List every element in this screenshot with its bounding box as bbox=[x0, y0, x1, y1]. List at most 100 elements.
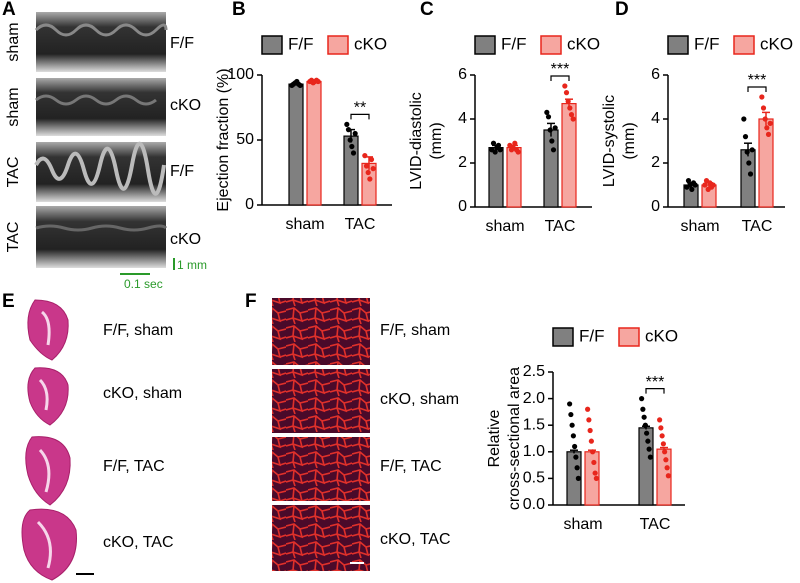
data-point bbox=[367, 176, 373, 182]
bar bbox=[758, 118, 774, 208]
data-point bbox=[746, 160, 752, 166]
bar bbox=[488, 147, 504, 208]
histology-label: F/F, sham bbox=[103, 322, 173, 339]
echo-row-label: sham bbox=[5, 22, 22, 61]
x-tick-label: sham bbox=[563, 516, 602, 533]
staining-label: cKO, TAC bbox=[380, 531, 451, 548]
x-tick-label: TAC bbox=[345, 216, 376, 233]
staining-images bbox=[272, 298, 370, 571]
y-tick-label: 4 bbox=[458, 110, 467, 127]
legend-swatch bbox=[667, 35, 689, 55]
data-point bbox=[368, 156, 375, 163]
data-point bbox=[562, 83, 568, 89]
legend-label: F/F bbox=[288, 34, 314, 53]
y-tick-label: 100 bbox=[227, 66, 254, 83]
data-point bbox=[658, 425, 664, 431]
echo-genotype-label: cKO bbox=[170, 231, 201, 248]
y-tick-label: 0 bbox=[245, 196, 254, 213]
echo-row-label: sham bbox=[5, 87, 22, 126]
data-point bbox=[744, 149, 750, 155]
legend-swatch bbox=[327, 35, 349, 55]
y-tick-label: 6 bbox=[458, 66, 467, 83]
data-point bbox=[573, 454, 579, 460]
y-tick-label: 2.0 bbox=[523, 390, 545, 407]
y-axis-label: LVID-diastolic bbox=[408, 92, 425, 190]
data-point bbox=[297, 82, 303, 88]
panel-label: B bbox=[232, 0, 246, 20]
data-point bbox=[544, 109, 550, 115]
data-point bbox=[593, 475, 599, 481]
histology-label: cKO, TAC bbox=[103, 534, 174, 551]
data-point bbox=[659, 433, 665, 439]
x-tick-label: sham bbox=[680, 218, 719, 235]
y-tick-label: 50 bbox=[236, 131, 254, 148]
data-point bbox=[642, 422, 648, 428]
data-point bbox=[639, 396, 645, 402]
data-point bbox=[665, 473, 671, 479]
data-point bbox=[585, 406, 591, 412]
data-point bbox=[495, 142, 502, 148]
data-point bbox=[352, 130, 358, 137]
data-point bbox=[515, 149, 521, 155]
legend-swatch bbox=[733, 35, 755, 55]
y-tick-label: 2 bbox=[458, 154, 467, 171]
data-point bbox=[590, 449, 596, 455]
data-point bbox=[349, 143, 355, 150]
data-point bbox=[767, 120, 773, 126]
data-point bbox=[765, 131, 772, 137]
data-point bbox=[685, 178, 692, 184]
significance-bracket bbox=[550, 75, 570, 81]
significance-label: ** bbox=[354, 100, 366, 117]
data-point bbox=[350, 150, 357, 156]
legend-swatch bbox=[474, 35, 496, 55]
legend-label: cKO bbox=[760, 34, 793, 53]
y-tick-label: 2.5 bbox=[523, 363, 545, 380]
data-point bbox=[347, 137, 353, 143]
scale-label: 0.1 sec bbox=[124, 277, 163, 291]
data-point bbox=[572, 443, 578, 450]
data-point bbox=[664, 465, 670, 471]
data-point bbox=[592, 470, 598, 476]
legend-label: F/F bbox=[579, 326, 605, 345]
y-tick-label: 1.0 bbox=[523, 443, 545, 460]
y-axis-label: (mm) bbox=[428, 122, 445, 159]
y-tick-label: 0 bbox=[458, 198, 467, 215]
data-point bbox=[702, 182, 708, 188]
data-point bbox=[646, 446, 652, 452]
echo-row-label: TAC bbox=[5, 222, 22, 253]
bar bbox=[740, 149, 756, 208]
bar bbox=[288, 83, 304, 206]
x-tick-label: TAC bbox=[640, 516, 671, 533]
bar bbox=[506, 147, 522, 208]
legend-label: cKO bbox=[645, 326, 678, 345]
echo-images bbox=[34, 12, 175, 275]
data-point bbox=[644, 430, 650, 436]
data-point bbox=[657, 417, 663, 423]
data-point bbox=[362, 153, 368, 159]
data-point bbox=[545, 114, 552, 120]
data-point bbox=[552, 125, 558, 131]
data-point bbox=[567, 401, 573, 407]
data-point bbox=[567, 105, 573, 111]
panel-label: A bbox=[2, 0, 16, 20]
y-tick-label: 6 bbox=[651, 66, 660, 83]
legend-label: cKO bbox=[567, 34, 600, 53]
staining-label: cKO, sham bbox=[380, 391, 459, 408]
x-tick-label: sham bbox=[285, 216, 324, 233]
data-point bbox=[365, 169, 371, 176]
data-point bbox=[741, 116, 747, 122]
data-point bbox=[315, 78, 321, 85]
data-point bbox=[641, 414, 647, 420]
data-point bbox=[645, 438, 651, 444]
x-tick-label: TAC bbox=[545, 218, 576, 235]
data-point bbox=[662, 449, 668, 455]
echo-genotype-label: cKO bbox=[170, 97, 201, 114]
data-point bbox=[588, 438, 594, 444]
scale-label: 1 mm bbox=[177, 258, 207, 272]
y-tick-label: 0.5 bbox=[523, 470, 545, 487]
data-point bbox=[563, 90, 570, 96]
data-point bbox=[747, 171, 754, 177]
data-point bbox=[663, 457, 669, 463]
data-point bbox=[569, 422, 575, 428]
panel-label: C bbox=[420, 0, 434, 20]
